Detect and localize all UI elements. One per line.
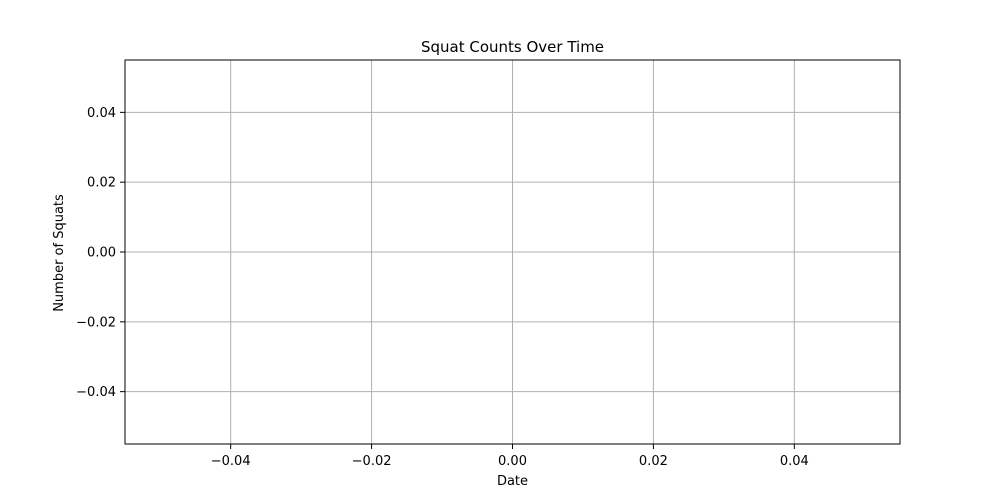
y-tick-label: −0.04 <box>76 385 116 400</box>
x-axis-label: Date <box>497 474 528 489</box>
y-axis: −0.04 −0.02 0.00 0.02 0.04 <box>76 106 125 400</box>
x-tick-label: 0.02 <box>639 454 668 469</box>
x-tick-label: 0.04 <box>780 454 809 469</box>
y-tick-label: 0.00 <box>87 246 116 261</box>
y-axis-label: Number of Squats <box>52 194 67 312</box>
x-tick-label: −0.02 <box>352 454 392 469</box>
x-axis: −0.04 −0.02 0.00 0.02 0.04 <box>211 444 809 469</box>
x-tick-label: −0.04 <box>211 454 251 469</box>
y-tick-label: 0.02 <box>87 176 116 191</box>
y-tick-label: −0.02 <box>76 315 116 330</box>
grid-lines <box>125 60 900 444</box>
y-tick-label: 0.04 <box>87 106 116 121</box>
chart-title: Squat Counts Over Time <box>421 38 604 56</box>
x-tick-label: 0.00 <box>498 454 527 469</box>
